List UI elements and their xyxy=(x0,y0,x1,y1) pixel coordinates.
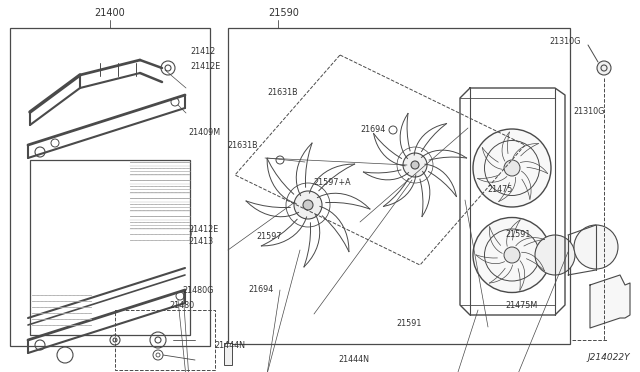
Bar xyxy=(224,343,232,365)
Text: 21694: 21694 xyxy=(248,285,273,294)
Circle shape xyxy=(294,191,322,219)
Bar xyxy=(10,28,210,346)
Text: 21591: 21591 xyxy=(397,319,422,328)
Text: 21444N: 21444N xyxy=(338,355,369,363)
Ellipse shape xyxy=(473,129,551,207)
Text: 21412E: 21412E xyxy=(189,225,219,234)
Bar xyxy=(115,310,215,370)
Text: 21631B: 21631B xyxy=(268,88,298,97)
Text: 21310G: 21310G xyxy=(549,37,580,46)
Text: 21480: 21480 xyxy=(170,301,195,310)
Circle shape xyxy=(303,200,313,210)
Text: 21631B: 21631B xyxy=(227,141,258,150)
Text: 21480G: 21480G xyxy=(182,286,214,295)
Bar xyxy=(228,28,570,344)
Circle shape xyxy=(504,160,520,176)
Text: 21412: 21412 xyxy=(191,47,216,56)
Circle shape xyxy=(411,161,419,169)
Circle shape xyxy=(597,61,611,75)
Text: 21400: 21400 xyxy=(95,8,125,18)
Circle shape xyxy=(574,225,618,269)
Text: 21590: 21590 xyxy=(268,8,299,18)
Text: 21444N: 21444N xyxy=(214,341,245,350)
Text: 21591: 21591 xyxy=(506,230,531,239)
Text: J214022Y: J214022Y xyxy=(588,353,630,362)
Text: 21597: 21597 xyxy=(256,232,282,241)
Text: 21597+A: 21597+A xyxy=(314,178,351,187)
Text: 21475: 21475 xyxy=(488,185,513,194)
Text: 21409M: 21409M xyxy=(189,128,221,137)
Bar xyxy=(30,160,190,335)
Ellipse shape xyxy=(473,218,551,292)
Text: 21310G: 21310G xyxy=(573,108,604,116)
Text: 21694: 21694 xyxy=(360,125,385,134)
Text: 21475M: 21475M xyxy=(506,301,538,310)
Circle shape xyxy=(535,235,575,275)
Polygon shape xyxy=(590,275,630,328)
Circle shape xyxy=(504,247,520,263)
Circle shape xyxy=(403,153,427,177)
Text: 21413: 21413 xyxy=(189,237,214,246)
Text: 21412E: 21412E xyxy=(191,62,221,71)
